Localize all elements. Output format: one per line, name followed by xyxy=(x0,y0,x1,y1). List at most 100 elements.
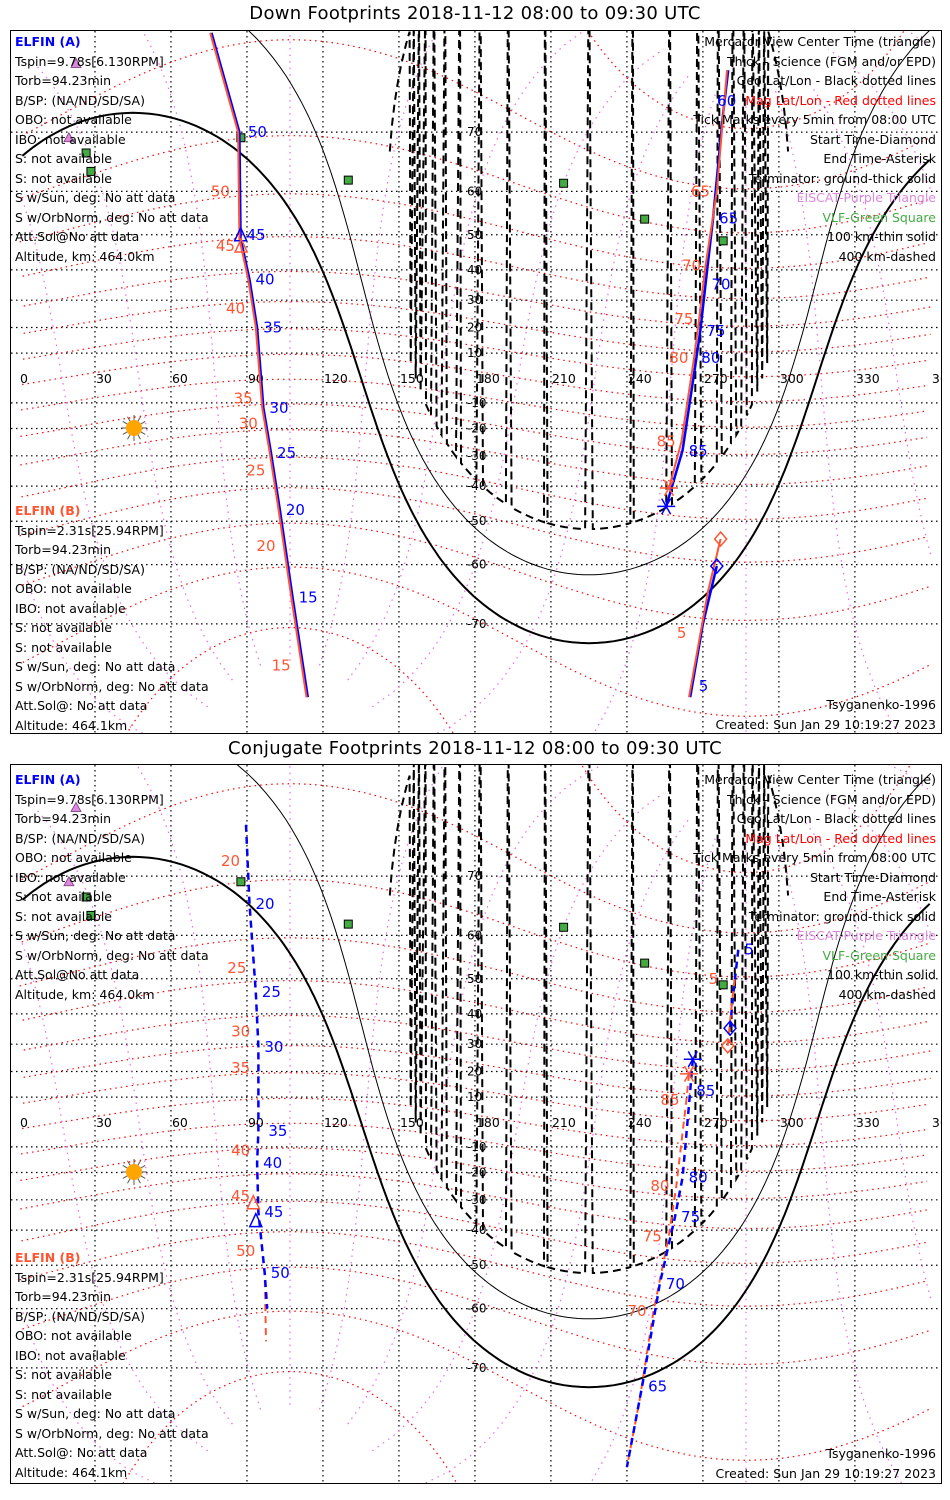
legend-item: Tick Marks every 5min from 08:00 UTC xyxy=(693,850,936,865)
track-tick-label: 85 xyxy=(696,1082,715,1100)
orbit-track-a xyxy=(625,1059,695,1468)
track-tick-label: 65 xyxy=(691,182,710,200)
created-label: Created: Sun Jan 29 10:19:27 2023 xyxy=(715,716,936,732)
lon-tick-label: 60 xyxy=(172,1115,188,1130)
mag-longitude-line xyxy=(803,75,932,555)
mag-latitude-line xyxy=(20,1173,928,1230)
lat-tick-label: -20 xyxy=(467,421,487,435)
lat-tick-label: -50 xyxy=(467,1258,487,1272)
track-tick-label: 25 xyxy=(246,462,265,480)
lon-tick-label: 330 xyxy=(856,1115,880,1130)
track-tick-label: 25 xyxy=(227,959,246,977)
lat-tick-label: -10 xyxy=(467,396,487,410)
lat-tick-label: 50 xyxy=(467,228,482,242)
track-tick-label: 5 xyxy=(699,677,709,695)
lat-tick-label: -10 xyxy=(467,1140,487,1154)
info-line: S: not available xyxy=(15,151,112,166)
lat-tick-label: -60 xyxy=(467,1302,487,1316)
orbit-track-a xyxy=(728,948,740,1029)
info-line: S: not available xyxy=(15,1386,112,1402)
info-line: B/SP: (NA/ND/SD/SA) xyxy=(15,830,145,846)
mag-longitude-line xyxy=(907,31,929,46)
track-tick-label: 40 xyxy=(231,1141,250,1159)
terminator-400km xyxy=(388,765,790,1275)
lat-tick-label: -60 xyxy=(467,558,487,572)
info-line: B/SP: (NA/ND/SD/SA) xyxy=(15,561,145,577)
info-line: S w/OrbNorm, deg: No att data xyxy=(15,678,209,694)
mag-latitude-line xyxy=(21,879,930,978)
track-tick-label: 20 xyxy=(256,537,275,555)
start-time-diamond-icon xyxy=(709,557,724,575)
track-tick-label: 40 xyxy=(226,300,245,318)
track-tick-label: 70 xyxy=(666,1275,685,1293)
lon-tick-label: 90 xyxy=(248,1115,264,1130)
lon-tick-label: 360 xyxy=(932,371,941,386)
mag-latitude-line xyxy=(23,1045,931,1097)
lat-tick-label: -40 xyxy=(467,1223,487,1237)
info-line: Torb=94.23min xyxy=(15,811,112,826)
mag-longitude-line xyxy=(318,765,444,1410)
orbit-track-b xyxy=(668,70,728,489)
lon-tick-label: 180 xyxy=(476,1115,500,1130)
vlf-station-square-icon xyxy=(343,175,353,185)
model-label: Tsyganenko-1996 xyxy=(826,1446,936,1461)
legend-item: Tick Marks every 5min from 08:00 UTC xyxy=(693,112,936,127)
mag-latitude-line xyxy=(20,429,928,486)
mag-latitude-line xyxy=(126,626,454,733)
legend-item: EISCAT-Purple Triangle xyxy=(796,928,936,943)
legend-item: End Time-Asterisk xyxy=(823,889,936,904)
mag-latitude-line xyxy=(21,39,930,190)
mag-longitude-line xyxy=(371,792,665,1452)
vlf-station-square-icon xyxy=(718,980,728,990)
info-line: S w/Sun, deg: No att data xyxy=(15,928,176,943)
track-tick-label: 70 xyxy=(682,257,701,275)
eiscat-triangle-icon xyxy=(70,801,82,812)
track-tick-label: 5 xyxy=(744,941,754,959)
mag-longitude-line xyxy=(20,563,144,733)
lat-tick-label: 20 xyxy=(467,1065,482,1079)
mag-longitude-line xyxy=(803,819,932,1299)
vlf-station-square-icon xyxy=(81,892,91,902)
start-time-diamond-icon xyxy=(720,1037,735,1055)
mag-latitude-line xyxy=(21,783,930,934)
center-time-triangle-icon xyxy=(248,1211,264,1228)
terminator-100km xyxy=(236,765,932,1320)
center-time-triangle-icon xyxy=(246,1193,261,1210)
legend-item: Mag Lat/Lon - Red dotted lines xyxy=(745,92,936,108)
track-tick-label: 60 xyxy=(717,92,736,110)
lon-tick-label: 240 xyxy=(628,1115,652,1130)
lat-tick-label: 60 xyxy=(467,184,482,198)
legend-item: 100 km-thin solid xyxy=(827,967,936,982)
track-tick-label: 20 xyxy=(256,895,275,913)
info-line: Torb=94.23min xyxy=(15,1289,112,1304)
lon-tick-label: 150 xyxy=(400,1115,424,1130)
sat-b-info: ELFIN (B) Tspin=2.31s[25.94RPM] Torb=94.2… xyxy=(15,1248,209,1482)
end-time-asterisk-icon xyxy=(687,1051,698,1068)
info-line: OBO: not available xyxy=(15,1328,132,1343)
info-line: Tspin=2.31s[25.94RPM] xyxy=(15,522,164,538)
track-tick-label: 45 xyxy=(264,1203,283,1221)
track-tick-label: 80 xyxy=(669,349,688,367)
track-tick-label: 30 xyxy=(239,414,258,432)
track-tick-label: 80 xyxy=(701,349,720,367)
legend-item: 400 km-dashed xyxy=(838,248,936,264)
vlf-station-square-icon xyxy=(236,133,246,143)
info-line: Att.Sol@No att data xyxy=(15,967,140,982)
lat-tick-label: 20 xyxy=(467,321,482,335)
lat-tick-label: 10 xyxy=(467,346,482,360)
sat-a-name: ELFIN (A) xyxy=(15,772,81,787)
lat-tick-label: -70 xyxy=(467,1361,487,1375)
orbit-track-b xyxy=(625,1073,690,1468)
legend-item: Geo Lat/Lon - Black dotted lines xyxy=(736,73,936,88)
lat-tick-label: 40 xyxy=(467,1007,482,1021)
info-line: OBO: not available xyxy=(15,581,132,596)
track-tick-label: 45 xyxy=(247,226,266,244)
info-line: IBO: not available xyxy=(15,1347,126,1363)
info-line: IBO: not available xyxy=(15,869,126,885)
info-line: Altitude: 464.1km xyxy=(15,1464,128,1480)
panel-title-down: Down Footprints 2018-11-12 08:00 to 09:3… xyxy=(249,3,701,24)
legend: Mercator View Center Time (triangle) Thic… xyxy=(693,32,936,266)
mag-latitude-line xyxy=(23,301,931,353)
track-tick-label: 75 xyxy=(706,322,725,340)
end-time-asterisk-icon xyxy=(661,498,672,515)
